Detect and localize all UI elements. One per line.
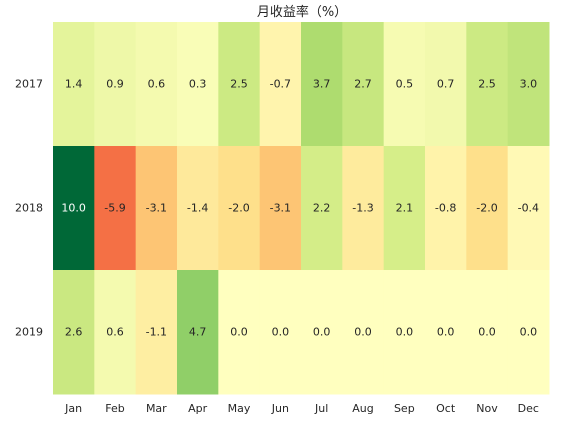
x-tick-label-apr: Apr	[188, 402, 208, 415]
cell-value-label: 4.7	[189, 326, 207, 339]
cell-value-label: 0.0	[313, 326, 331, 339]
x-tick-label-aug: Aug	[352, 402, 373, 415]
heatmap-cell-2018-Nov	[466, 146, 509, 271]
cell-value-label: -5.9	[104, 202, 125, 215]
heatmap-cell-2017-Jan	[53, 22, 95, 147]
x-tick-label-jul: Jul	[314, 402, 328, 415]
heatmap-cell-2018-Jun	[259, 146, 302, 271]
x-tick-label-nov: Nov	[476, 402, 498, 415]
cell-value-label: 2.7	[354, 78, 372, 91]
heatmap-cell-2017-May	[218, 22, 261, 147]
heatmap-cell-2018-Apr	[177, 146, 219, 271]
heatmap-cell-2019-Apr	[177, 270, 219, 395]
cell-value-label: -0.4	[518, 202, 539, 215]
heatmap-cell-2018-Feb	[94, 146, 137, 271]
chart-title: 月收益率（%）	[257, 4, 347, 20]
heatmap-cell-2017-Oct	[425, 22, 467, 147]
heatmap-cell-2018-May	[218, 146, 261, 271]
cell-value-label: 0.0	[230, 326, 248, 339]
x-tick-label-dec: Dec	[518, 402, 539, 415]
heatmap-cell-2019-Feb	[94, 270, 137, 395]
heatmap-cell-2019-Dec	[507, 270, 550, 395]
x-tick-label-oct: Oct	[436, 402, 456, 415]
x-tick-label-feb: Feb	[105, 402, 124, 415]
heatmap-cell-2018-Mar	[135, 146, 178, 271]
heatmap-cell-2019-Aug	[342, 270, 385, 395]
cell-value-label: -0.8	[435, 202, 456, 215]
heatmap-cell-2019-Nov	[466, 270, 509, 395]
x-tick-label-jan: Jan	[64, 402, 82, 415]
cell-value-label: -3.1	[146, 202, 167, 215]
y-axis-tick-labels: 2017 2018 2019	[15, 78, 43, 339]
heatmap-cell-2019-Oct	[425, 270, 467, 395]
y-tick-label-2018: 2018	[15, 202, 43, 215]
heatmap-cell-2017-Aug	[342, 22, 385, 147]
cell-value-label: 0.7	[437, 78, 455, 91]
cell-value-label: 2.5	[478, 78, 496, 91]
x-tick-label-may: May	[228, 402, 251, 415]
cell-value-label: 2.6	[65, 326, 83, 339]
heatmap-cell-2019-May	[218, 270, 261, 395]
heatmap-cell-2019-Jul	[301, 270, 343, 395]
heatmap-cell-2018-Jul	[301, 146, 343, 271]
heatmap-cell-2018-Sep	[383, 146, 426, 271]
heatmap-cells: 1.4 0.9 0.6 0.3 2.5 -0.7 3.7 2.7 0.5 0.7 2.5 3.0 10.…	[53, 22, 550, 395]
cell-value-label: 2.2	[313, 202, 331, 215]
heatmap-cell-2017-Apr	[177, 22, 219, 147]
cell-value-label: 2.1	[396, 202, 414, 215]
cell-value-label: 0.9	[106, 78, 124, 91]
cell-value-label: 0.0	[437, 326, 455, 339]
cell-value-label: -1.4	[187, 202, 208, 215]
heatmap-cell-2017-Dec	[507, 22, 550, 147]
cell-value-label: 10.0	[61, 202, 86, 215]
heatmap-cell-2017-Nov	[466, 22, 509, 147]
heatmap-cell-2019-Jan	[53, 270, 95, 395]
heatmap-cell-2018-Jan	[53, 146, 95, 271]
cell-value-label: 0.3	[189, 78, 207, 91]
x-axis-tick-labels: Jan Feb Mar Apr May Jun Jul Aug Sep Oct Nov Dec	[64, 402, 539, 415]
heatmap-cell-2017-Feb	[94, 22, 137, 147]
x-tick-label-mar: Mar	[146, 402, 167, 415]
heatmap-cell-2017-Sep	[383, 22, 426, 147]
cell-value-label: 0.0	[520, 326, 538, 339]
heatmap-cell-2019-Jun	[259, 270, 302, 395]
cell-value-label: 0.0	[354, 326, 372, 339]
heatmap-cell-2018-Dec	[507, 146, 550, 271]
y-tick-label-2019: 2019	[15, 326, 43, 339]
heatmap-cell-2019-Sep	[383, 270, 426, 395]
heatmap-cell-2017-Mar	[135, 22, 178, 147]
heatmap-cell-2018-Aug	[342, 146, 385, 271]
cell-value-label: 0.6	[148, 78, 166, 91]
cell-value-label: 0.6	[106, 326, 124, 339]
cell-value-label: 0.0	[478, 326, 496, 339]
cell-value-label: -2.0	[476, 202, 497, 215]
heatmap-cell-2017-Jun	[259, 22, 302, 147]
heatmap-cell-2019-Mar	[135, 270, 178, 395]
cell-value-label: -1.3	[352, 202, 373, 215]
cell-value-label: 0.5	[396, 78, 414, 91]
cell-value-label: -2.0	[228, 202, 249, 215]
cell-value-label: 0.0	[272, 326, 290, 339]
x-tick-label-jun: Jun	[271, 402, 289, 415]
cell-value-label: -3.1	[270, 202, 291, 215]
heatmap-cell-2017-Jul	[301, 22, 343, 147]
y-tick-label-2017: 2017	[15, 78, 43, 91]
x-tick-label-sep: Sep	[394, 402, 415, 415]
cell-value-label: 0.0	[396, 326, 414, 339]
cell-value-label: 3.0	[520, 78, 538, 91]
cell-value-label: -1.1	[146, 326, 167, 339]
cell-value-label: 3.7	[313, 78, 331, 91]
cell-value-label: 2.5	[230, 78, 248, 91]
heatmap-cell-2018-Oct	[425, 146, 467, 271]
cell-value-label: 1.4	[65, 78, 83, 91]
cell-value-label: -0.7	[270, 78, 291, 91]
